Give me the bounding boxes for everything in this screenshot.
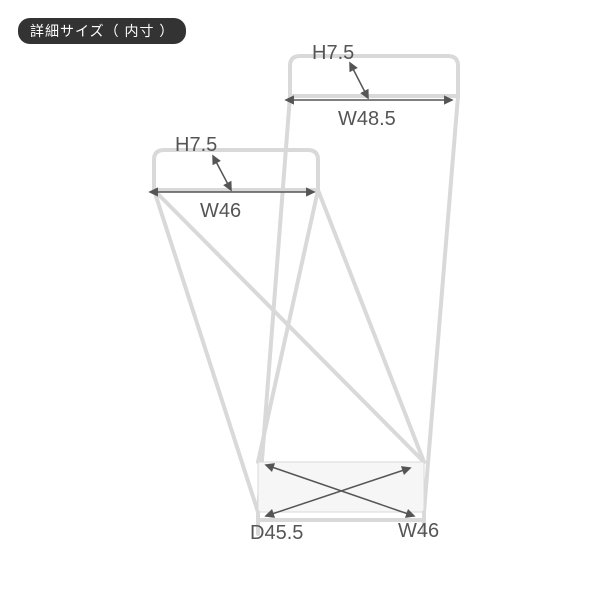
dim-label: W46 (398, 520, 439, 543)
dim-label: H7.5 (175, 134, 217, 157)
dim-label: D45.5 (250, 522, 303, 545)
diagram-svg (0, 0, 600, 600)
dim-label: W48.5 (338, 108, 396, 131)
dim-label: H7.5 (312, 42, 354, 65)
dim-label: W46 (200, 200, 241, 223)
diagram-stage (0, 0, 600, 600)
